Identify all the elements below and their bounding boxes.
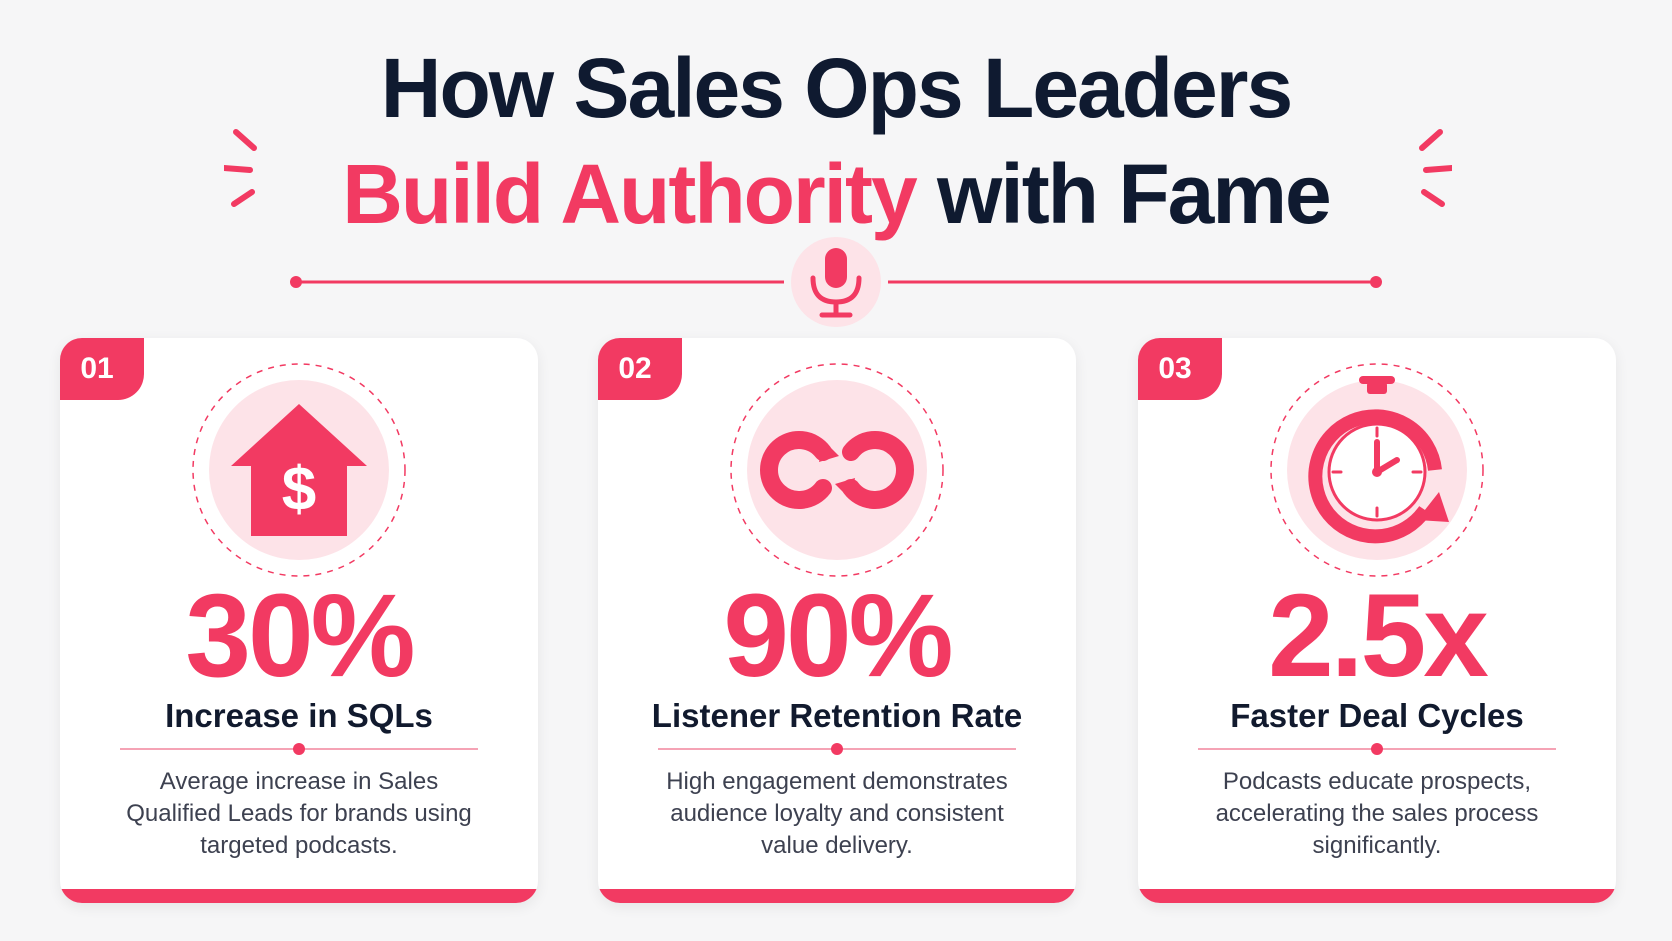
card-divider [1198,743,1556,755]
stat-label: Faster Deal Cycles [1230,697,1524,734]
stat-label: Listener Retention Rate [651,697,1023,734]
stat-value: 30% [185,570,415,702]
house-dollar-icon: $ [192,363,406,577]
title-accent-text: Build Authority [342,147,917,241]
card-number-badge: 02 [598,338,682,400]
burst-lines-left-icon [224,129,257,207]
card-number-badge: 01 [60,338,144,400]
page-title: How Sales Ops Leaders Build Authority wi… [0,40,1672,242]
title-line-2: Build Authority with Fame [0,146,1672,242]
card-number-badge: 03 [1138,338,1222,400]
microphone-icon [791,237,881,327]
stat-card-2: 02 90% Listener Retention Rate High enga… [598,338,1076,903]
stat-card-3: 03 2.5x Faster Deal Cycles Podcasts educ… [1138,338,1616,903]
title-line-1: How Sales Ops Leaders [380,41,1293,135]
card-divider [658,743,1016,755]
svg-text:$: $ [282,455,316,524]
stat-value: 90% [723,570,953,702]
infinity-loop-icon [730,363,944,577]
stopwatch-icon [1270,363,1484,577]
stat-label: Increase in SQLs [165,697,433,734]
stat-value: 2.5x [1268,570,1489,702]
stat-card-1: 01 $ 30% Increase in SQLs Average increa… [60,338,538,903]
stat-description: Podcasts educate prospects, accelerating… [1215,768,1539,859]
title-dark-text: with Fame [937,147,1332,241]
stat-description: Average increase in Sales Qualified Lead… [126,768,472,859]
divider-with-microphone [290,237,1382,327]
card-divider [120,743,478,755]
burst-lines-right-icon [1419,129,1452,207]
stat-description: High engagement demonstrates audience lo… [666,768,1008,859]
